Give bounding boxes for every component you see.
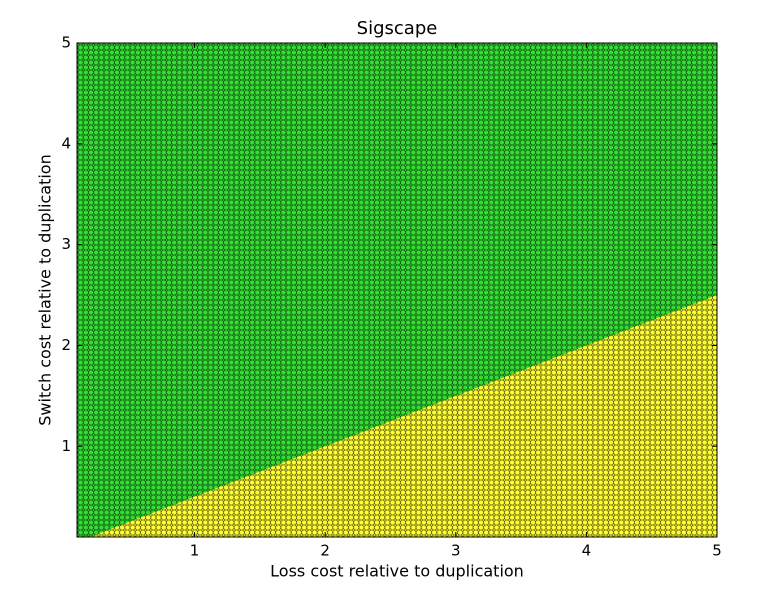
x-tick-label: 1 — [190, 542, 200, 560]
x-tick-label: 5 — [712, 542, 722, 560]
x-tick-label: 2 — [320, 542, 330, 560]
plot-area — [77, 43, 717, 537]
y-tick-label: 2 — [61, 336, 71, 354]
y-tick-label: 5 — [61, 34, 71, 52]
x-tick-label: 3 — [451, 542, 461, 560]
marker-texture — [77, 43, 717, 537]
y-tick-label: 3 — [61, 235, 71, 253]
y-tick-label: 1 — [61, 437, 71, 455]
chart-title: Sigscape — [357, 18, 438, 39]
x-axis-label: Loss cost relative to duplication — [270, 562, 524, 581]
y-axis-label: Switch cost relative to duplication — [36, 154, 55, 425]
x-tick-label: 4 — [582, 542, 592, 560]
axes: 1 2 3 4 5 1 2 3 4 5 — [61, 34, 721, 560]
plot-frame — [76, 42, 718, 538]
y-tick-label: 4 — [61, 134, 71, 152]
